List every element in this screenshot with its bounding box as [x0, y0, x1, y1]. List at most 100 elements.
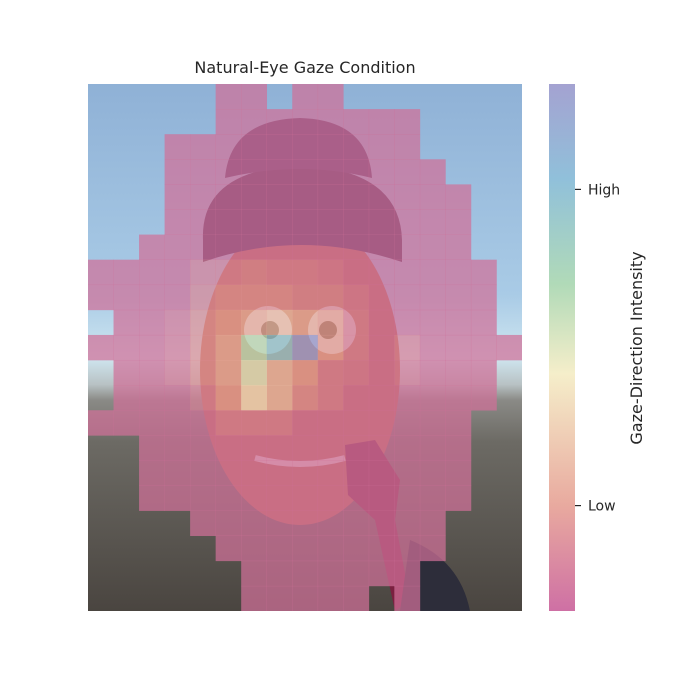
heatmap-cell: [445, 334, 472, 361]
heatmap-cell: [215, 184, 242, 210]
heatmap-cell: [215, 159, 242, 185]
heatmap-cell: [241, 410, 268, 436]
heatmap-cell: [419, 284, 446, 311]
heatmap-cell: [343, 309, 370, 336]
heatmap-cell: [368, 334, 395, 361]
heatmap-cell: [241, 385, 268, 411]
heatmap-cell: [445, 360, 472, 386]
heatmap-cell: [419, 234, 446, 260]
heatmap-cell: [292, 560, 319, 587]
heatmap-cell: [368, 284, 395, 311]
heatmap-cell: [445, 385, 472, 411]
heatmap-cell: [317, 159, 344, 185]
heatmap-cell: [164, 460, 191, 486]
heatmap-cell: [470, 309, 497, 336]
heatmap-cell: [113, 309, 140, 336]
chart-title: Natural-Eye Gaze Condition: [194, 58, 416, 77]
heatmap-cell: [394, 209, 421, 235]
heatmap-cell: [88, 259, 114, 286]
heatmap-cell: [394, 159, 421, 185]
heatmap-cell: [266, 309, 293, 336]
heatmap-cell: [215, 259, 242, 286]
heatmap-cell: [292, 259, 319, 286]
heatmap-cell: [292, 84, 319, 110]
heatmap-cell: [419, 385, 446, 411]
heatmap-cell: [215, 309, 242, 336]
heatmap-cell: [394, 184, 421, 210]
heatmap-cell: [368, 209, 395, 235]
heatmap-cell: [343, 460, 370, 486]
heatmap-cell: [317, 560, 344, 587]
heatmap-cell: [470, 360, 497, 386]
heatmap-cells: [88, 84, 522, 611]
heatmap-cell: [394, 385, 421, 411]
heatmap-cell: [292, 159, 319, 185]
heatmap-cell: [419, 360, 446, 386]
heatmap-cell: [317, 109, 344, 135]
heatmap-cell: [190, 510, 216, 537]
colorbar: High Low Gaze-Direction Intensity: [549, 84, 646, 611]
heatmap-cell: [317, 460, 344, 486]
heatmap-cell: [368, 184, 395, 210]
heatmap-cell: [266, 259, 293, 286]
heatmap-cell: [266, 134, 293, 160]
heatmap-cell: [343, 560, 370, 587]
heatmap-cell: [368, 485, 395, 511]
heatmap-cell: [215, 109, 242, 135]
heatmap-cell: [215, 385, 242, 411]
heatmap-cell: [164, 435, 191, 461]
heatmap-cell: [368, 134, 395, 160]
heatmap-cell: [368, 435, 395, 461]
heatmap-cell: [394, 560, 421, 587]
heatmap-cell: [445, 234, 472, 260]
heatmap-cell: [368, 309, 395, 336]
heatmap-cell: [164, 259, 191, 286]
heatmap-cell: [317, 284, 344, 311]
heatmap-cell: [368, 535, 395, 562]
heatmap-cell: [317, 259, 344, 286]
heatmap-cell: [139, 435, 165, 461]
heatmap-cell: [241, 435, 268, 461]
heatmap-cell: [190, 385, 216, 411]
heatmap-cell: [215, 209, 242, 235]
heatmap-cell: [419, 309, 446, 336]
heatmap-cell: [368, 460, 395, 486]
heatmap-cell: [139, 334, 165, 361]
heatmap-cell: [190, 360, 216, 386]
heatmap-cell: [190, 334, 216, 361]
heatmap-cell: [317, 510, 344, 537]
heatmap-cell: [292, 284, 319, 311]
heatmap-cell: [419, 510, 446, 537]
heatmap-cell: [292, 360, 319, 386]
heatmap-cell: [445, 485, 472, 511]
heatmap-cell: [139, 485, 165, 511]
heatmap-cell: [292, 510, 319, 537]
heatmap-cell: [292, 234, 319, 260]
heatmap-cell: [139, 460, 165, 486]
heatmap-cell: [190, 410, 216, 436]
heatmap-cell: [394, 510, 421, 537]
heatmap-cell: [292, 385, 319, 411]
heatmap-cell: [292, 334, 319, 361]
heatmap-cell: [317, 134, 344, 160]
colorbar-ticks: High Low: [575, 182, 620, 515]
heatmap-cell: [343, 510, 370, 537]
heatmap-cell: [445, 309, 472, 336]
heatmap-cell: [470, 334, 497, 361]
heatmap-cell: [139, 234, 165, 260]
heatmap-cell: [368, 159, 395, 185]
heatmap-cell: [190, 435, 216, 461]
heatmap-cell: [343, 184, 370, 210]
heatmap-cell: [343, 109, 370, 135]
heatmap-cell: [419, 410, 446, 436]
heatmap-cell: [343, 360, 370, 386]
heatmap-cell: [343, 435, 370, 461]
heatmap-cell: [241, 109, 268, 135]
heatmap-cell: [343, 159, 370, 185]
heatmap-cell: [241, 159, 268, 185]
heatmap-cell: [368, 259, 395, 286]
heatmap-cell: [343, 535, 370, 562]
heatmap-cell: [241, 585, 268, 611]
heatmap-cell: [139, 385, 165, 411]
heatmap-cell: [139, 284, 165, 311]
